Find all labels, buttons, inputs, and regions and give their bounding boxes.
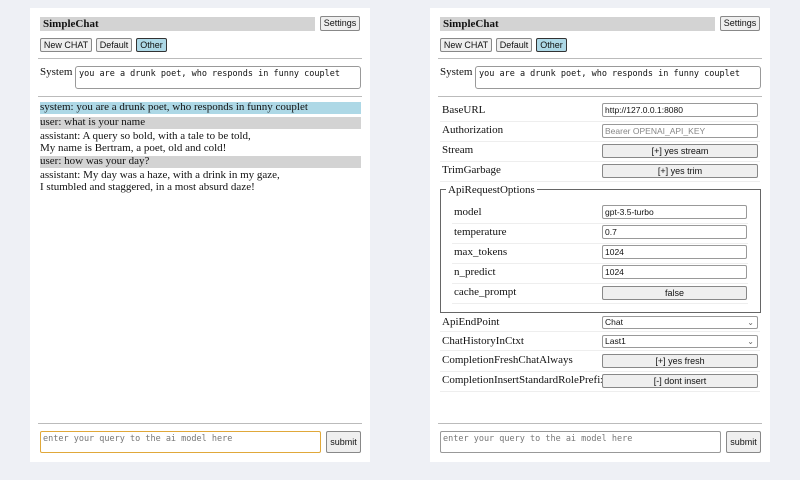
setting-label: BaseURL [442, 104, 486, 116]
divider [38, 96, 362, 97]
setting-label: CompletionInsertStandardRolePrefix [442, 374, 606, 386]
option-temperature: temperature 0.7 [452, 224, 748, 244]
max-tokens-input[interactable]: 1024 [602, 245, 747, 259]
chat-message-assistant: assistant: A query so bold, with a tale … [40, 130, 361, 154]
setting-api-endpoint: ApiEndPoint Chat ⌄ [440, 314, 760, 332]
chat-panel: SimpleChat Settings New CHAT Default Oth… [30, 8, 370, 462]
setting-authorization: Authorization Bearer OPENAI_API_KEY [440, 122, 760, 142]
other-chat-button[interactable]: Other [136, 38, 167, 52]
option-n-predict: n_predict 1024 [452, 264, 748, 284]
option-label: cache_prompt [454, 286, 517, 298]
default-chat-button[interactable]: Default [496, 38, 532, 52]
submit-button[interactable]: submit [326, 431, 361, 453]
setting-base-url: BaseURL http://127.0.0.1:8080 [440, 102, 760, 122]
message-line: assistant: A query so bold, with a tale … [40, 130, 251, 142]
chat-message-user: user: how was your day? [40, 155, 361, 168]
base-url-input[interactable]: http://127.0.0.1:8080 [602, 103, 758, 117]
option-label: temperature [454, 226, 507, 238]
system-label: System [40, 66, 73, 78]
setting-chat-history: ChatHistoryInCtxt Last1 ⌄ [440, 333, 760, 351]
new-chat-button[interactable]: New CHAT [440, 38, 492, 52]
settings-panel: SimpleChat Settings New CHAT Default Oth… [430, 8, 770, 462]
api-endpoint-select[interactable]: Chat ⌄ [602, 316, 758, 329]
selected-value: Chat [605, 317, 623, 327]
model-input[interactable]: gpt-3.5-turbo [602, 205, 747, 219]
chat-history-select[interactable]: Last1 ⌄ [602, 335, 758, 348]
settings-button[interactable]: Settings [720, 16, 760, 31]
settings-button[interactable]: Settings [320, 16, 360, 31]
option-label: model [454, 206, 482, 218]
setting-stream: Stream [+] yes stream [440, 142, 760, 162]
n-predict-input[interactable]: 1024 [602, 265, 747, 279]
setting-label: ChatHistoryInCtxt [442, 335, 524, 347]
chat-message-user: user: what is your name [40, 116, 361, 129]
setting-label: Authorization [442, 124, 504, 136]
trim-garbage-toggle[interactable]: [+] yes trim [602, 164, 758, 178]
api-request-options-legend: ApiRequestOptions [446, 184, 537, 196]
query-input[interactable]: enter your query to the ai model here [40, 431, 321, 453]
option-model: model gpt-3.5-turbo [452, 204, 748, 224]
api-request-options [440, 189, 761, 313]
divider [438, 423, 762, 424]
setting-insert-role-prefix: CompletionInsertStandardRolePrefix [-] d… [440, 372, 760, 392]
setting-label: Stream [442, 144, 474, 156]
setting-completion-fresh: CompletionFreshChatAlways [+] yes fresh [440, 352, 760, 372]
query-input[interactable]: enter your query to the ai model here [440, 431, 721, 453]
option-label: max_tokens [454, 246, 508, 258]
default-chat-button[interactable]: Default [96, 38, 132, 52]
setting-label: TrimGarbage [442, 164, 501, 176]
message-line: My name is Bertram, a poet, old and cold… [40, 141, 227, 154]
system-label: System [440, 66, 473, 78]
setting-label: ApiEndPoint [442, 316, 500, 328]
other-chat-button[interactable]: Other [536, 38, 567, 52]
new-chat-button[interactable]: New CHAT [40, 38, 92, 52]
completion-fresh-toggle[interactable]: [+] yes fresh [602, 354, 758, 368]
option-max-tokens: max_tokens 1024 [452, 244, 748, 264]
insert-role-prefix-toggle[interactable]: [-] dont insert [602, 374, 758, 388]
app-title: SimpleChat [40, 17, 315, 31]
system-prompt-input[interactable]: you are a drunk poet, who responds in fu… [75, 66, 361, 89]
message-line: I stumbled and staggered, in a most absu… [40, 180, 255, 193]
submit-button[interactable]: submit [726, 431, 761, 453]
option-cache-prompt: cache_prompt false [452, 284, 748, 304]
authorization-input[interactable]: Bearer OPENAI_API_KEY [602, 124, 758, 138]
chevron-down-icon: ⌄ [747, 318, 754, 327]
selected-value: Last1 [605, 336, 626, 346]
system-prompt-input[interactable]: you are a drunk poet, who responds in fu… [475, 66, 761, 89]
app-title: SimpleChat [440, 17, 715, 31]
chat-message-system: system: you are a drunk poet, who respon… [40, 101, 361, 114]
divider [38, 423, 362, 424]
option-label: n_predict [454, 266, 496, 278]
chat-message-assistant: assistant: My day was a haze, with a dri… [40, 169, 361, 193]
message-line: assistant: My day was a haze, with a dri… [40, 169, 280, 181]
temperature-input[interactable]: 0.7 [602, 225, 747, 239]
divider [38, 58, 362, 59]
cache-prompt-toggle[interactable]: false [602, 286, 747, 300]
chevron-down-icon: ⌄ [747, 337, 754, 346]
divider [438, 96, 762, 97]
setting-label: CompletionFreshChatAlways [442, 354, 573, 366]
divider [438, 58, 762, 59]
stream-toggle[interactable]: [+] yes stream [602, 144, 758, 158]
setting-trim-garbage: TrimGarbage [+] yes trim [440, 162, 760, 182]
